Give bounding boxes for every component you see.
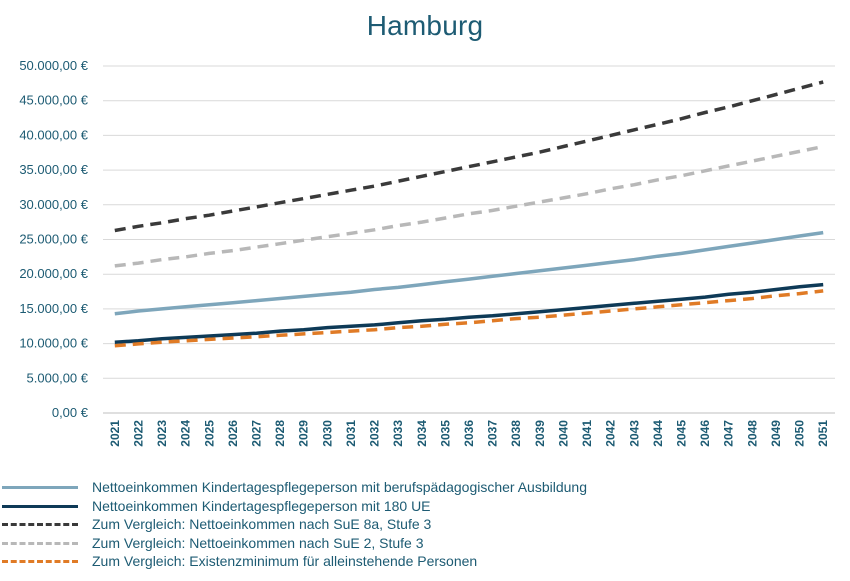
series-line-2 <box>114 282 824 344</box>
x-tick-label: 2040 <box>556 420 570 447</box>
x-tick-label: 2043 <box>627 420 641 447</box>
y-tick-label: 25.000,00 € <box>19 232 88 247</box>
x-tick-label: 2049 <box>769 420 783 447</box>
legend-item-1: Nettoeinkommen Kindertagespflegeperson m… <box>0 478 850 496</box>
x-tick-label: 2045 <box>675 420 689 447</box>
legend-swatch <box>2 523 78 526</box>
x-tick-label: 2030 <box>320 420 334 447</box>
y-tick-label: 50.000,00 € <box>19 58 88 73</box>
x-tick-label: 2035 <box>438 420 452 447</box>
y-tick-label: 45.000,00 € <box>19 93 88 108</box>
x-tick-label: 2047 <box>722 420 736 447</box>
x-tick-label: 2041 <box>580 420 594 447</box>
legend-swatch <box>2 486 78 489</box>
x-tick-label: 2032 <box>368 420 382 447</box>
x-tick-label: 2033 <box>391 420 405 447</box>
y-tick-label: 40.000,00 € <box>19 127 88 142</box>
x-tick-label: 2037 <box>486 420 500 447</box>
x-tick-label: 2021 <box>108 420 122 447</box>
chart-title: Hamburg <box>366 10 484 41</box>
x-tick-label: 2027 <box>249 420 263 447</box>
y-tick-label: 35.000,00 € <box>19 162 88 177</box>
x-tick-label: 2036 <box>462 420 476 447</box>
legend-item-3: Zum Vergleich: Nettoeinkommen nach SuE 8… <box>0 515 850 533</box>
x-tick-label: 2022 <box>131 420 145 447</box>
series-line-5 <box>114 289 824 348</box>
chart-plot: 0,00 € 5.000,00 € 10.000,00 € 15.000,00 € 20… <box>19 58 835 447</box>
y-tick-label: 20.000,00 € <box>19 266 88 281</box>
series-line-4 <box>114 144 824 268</box>
legend-label: Nettoeinkommen Kindertagespflegeperson m… <box>92 497 431 514</box>
x-tick-label: 2034 <box>415 420 429 447</box>
x-tick-label: 2044 <box>651 420 665 447</box>
x-tick-label: 2050 <box>793 420 807 447</box>
y-tick-label: 15.000,00 € <box>19 301 88 316</box>
y-tick-label: 30.000,00 € <box>19 197 88 212</box>
legend-swatch <box>2 541 78 545</box>
x-tick-label: 2039 <box>533 420 547 447</box>
y-tick-label: 0,00 € <box>52 405 89 420</box>
x-tick-label: 2048 <box>745 420 759 447</box>
legend-label: Zum Vergleich: Nettoeinkommen nach SuE 8… <box>92 516 432 532</box>
legend-label: Nettoeinkommen Kindertagespflegeperson m… <box>92 479 587 495</box>
x-tick-label: 2051 <box>816 420 830 447</box>
x-tick-label: 2029 <box>297 420 311 447</box>
legend-item-4: Zum Vergleich: Nettoeinkommen nach SuE 2… <box>0 534 850 552</box>
legend-swatch <box>2 560 78 563</box>
legend-swatch <box>2 504 78 508</box>
x-tick-label: 2042 <box>604 420 618 447</box>
x-tick-label: 2026 <box>226 420 240 447</box>
legend-label: Zum Vergleich: Existenzminimum für allei… <box>92 553 478 569</box>
legend-label: Zum Vergleich: Nettoeinkommen nach SuE 2… <box>92 534 424 551</box>
x-tick-label: 2046 <box>698 420 712 447</box>
x-tick-label: 2031 <box>344 420 358 447</box>
x-tick-label: 2023 <box>155 420 169 447</box>
series-line-1 <box>114 230 824 316</box>
y-tick-label: 10.000,00 € <box>19 336 88 351</box>
y-tick-label: 5.000,00 € <box>27 370 89 385</box>
series-line-3 <box>114 80 824 233</box>
x-tick-label: 2028 <box>273 420 287 447</box>
x-tick-label: 2025 <box>202 420 216 447</box>
legend-item-5: Zum Vergleich: Existenzminimum für allei… <box>0 552 850 570</box>
x-tick-label: 2038 <box>509 420 523 447</box>
x-tick-label: 2024 <box>179 420 193 447</box>
legend-item-2: Nettoeinkommen Kindertagespflegeperson m… <box>0 497 850 515</box>
